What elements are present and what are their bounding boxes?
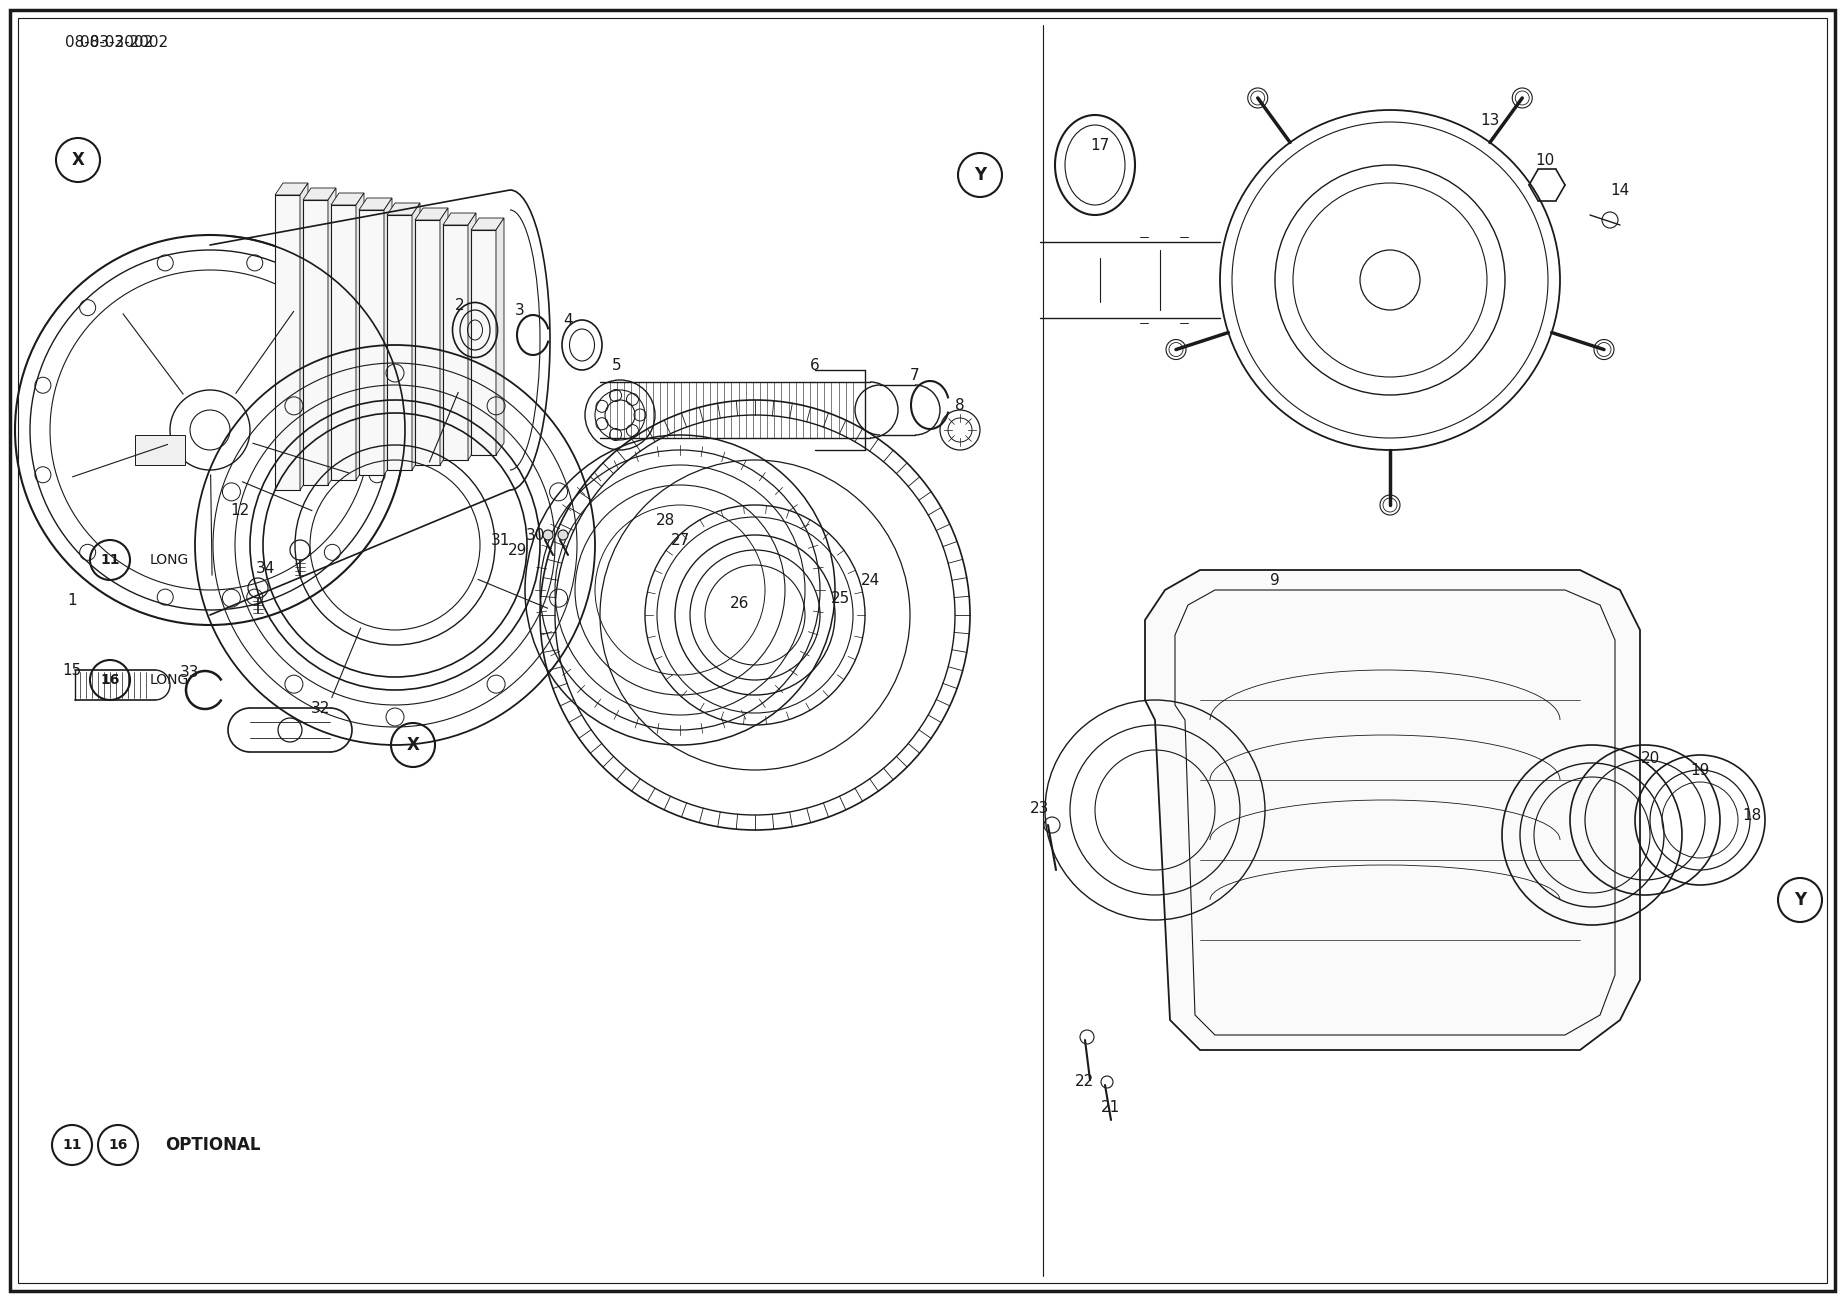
Polygon shape xyxy=(469,213,476,461)
Text: 6: 6 xyxy=(810,358,819,372)
Text: 33: 33 xyxy=(181,665,199,679)
Polygon shape xyxy=(470,219,504,230)
Bar xyxy=(135,435,185,464)
Text: 24: 24 xyxy=(860,572,880,588)
Text: 20: 20 xyxy=(1640,751,1660,765)
Text: 16: 16 xyxy=(100,673,120,687)
Text: 29: 29 xyxy=(509,543,528,558)
Polygon shape xyxy=(303,200,328,485)
Text: 9: 9 xyxy=(1269,572,1280,588)
Text: X: X xyxy=(72,151,85,169)
Polygon shape xyxy=(301,183,308,490)
Polygon shape xyxy=(443,225,469,461)
Text: 08-03-2002: 08-03-2002 xyxy=(79,35,168,49)
Text: 7: 7 xyxy=(910,367,921,382)
Polygon shape xyxy=(439,208,448,464)
Polygon shape xyxy=(275,195,301,490)
Circle shape xyxy=(542,530,554,540)
Polygon shape xyxy=(387,215,411,470)
Polygon shape xyxy=(384,198,391,475)
Text: 26: 26 xyxy=(731,596,749,610)
Text: 11: 11 xyxy=(100,553,120,567)
Text: Y: Y xyxy=(1793,891,1806,909)
Polygon shape xyxy=(415,220,439,464)
Polygon shape xyxy=(411,203,421,470)
Text: 27: 27 xyxy=(670,532,690,548)
Text: 3: 3 xyxy=(515,303,524,317)
Text: 34: 34 xyxy=(255,561,275,575)
Text: 5: 5 xyxy=(613,358,622,372)
Text: 12: 12 xyxy=(231,502,249,518)
Text: LONG: LONG xyxy=(149,553,190,567)
Text: 19: 19 xyxy=(1690,762,1710,778)
Polygon shape xyxy=(330,206,356,480)
Polygon shape xyxy=(330,193,363,206)
Text: 21: 21 xyxy=(1100,1101,1120,1115)
Text: 28: 28 xyxy=(655,513,675,527)
Polygon shape xyxy=(275,183,308,195)
Text: 11: 11 xyxy=(63,1138,81,1151)
Polygon shape xyxy=(303,189,336,200)
Polygon shape xyxy=(443,213,476,225)
Text: 4: 4 xyxy=(563,312,572,328)
Text: 25: 25 xyxy=(830,591,851,605)
Text: LONG: LONG xyxy=(149,673,190,687)
Text: 31: 31 xyxy=(491,532,509,548)
Text: 13: 13 xyxy=(1480,112,1500,127)
Polygon shape xyxy=(387,203,421,215)
Polygon shape xyxy=(328,189,336,485)
Text: Y: Y xyxy=(974,167,985,183)
Polygon shape xyxy=(1146,570,1640,1050)
Text: 10: 10 xyxy=(1535,152,1555,168)
Text: OPTIONAL: OPTIONAL xyxy=(164,1136,260,1154)
Circle shape xyxy=(557,530,568,540)
Text: 18: 18 xyxy=(1742,808,1762,822)
Text: 32: 32 xyxy=(310,700,330,716)
Text: 08-03-2002: 08-03-2002 xyxy=(65,35,153,49)
Text: 16: 16 xyxy=(109,1138,127,1151)
Text: 30: 30 xyxy=(526,527,544,543)
Text: 1: 1 xyxy=(66,592,77,608)
Text: 22: 22 xyxy=(1076,1075,1094,1089)
Text: 15: 15 xyxy=(63,662,81,678)
Polygon shape xyxy=(496,219,504,455)
Text: X: X xyxy=(406,736,419,755)
Polygon shape xyxy=(360,209,384,475)
Text: 8: 8 xyxy=(956,398,965,412)
Polygon shape xyxy=(470,230,496,455)
Polygon shape xyxy=(415,208,448,220)
Text: 17: 17 xyxy=(1090,138,1109,152)
Text: 14: 14 xyxy=(1611,182,1629,198)
Text: 23: 23 xyxy=(1030,800,1050,816)
Polygon shape xyxy=(360,198,391,209)
Polygon shape xyxy=(356,193,363,480)
Text: 2: 2 xyxy=(456,298,465,312)
